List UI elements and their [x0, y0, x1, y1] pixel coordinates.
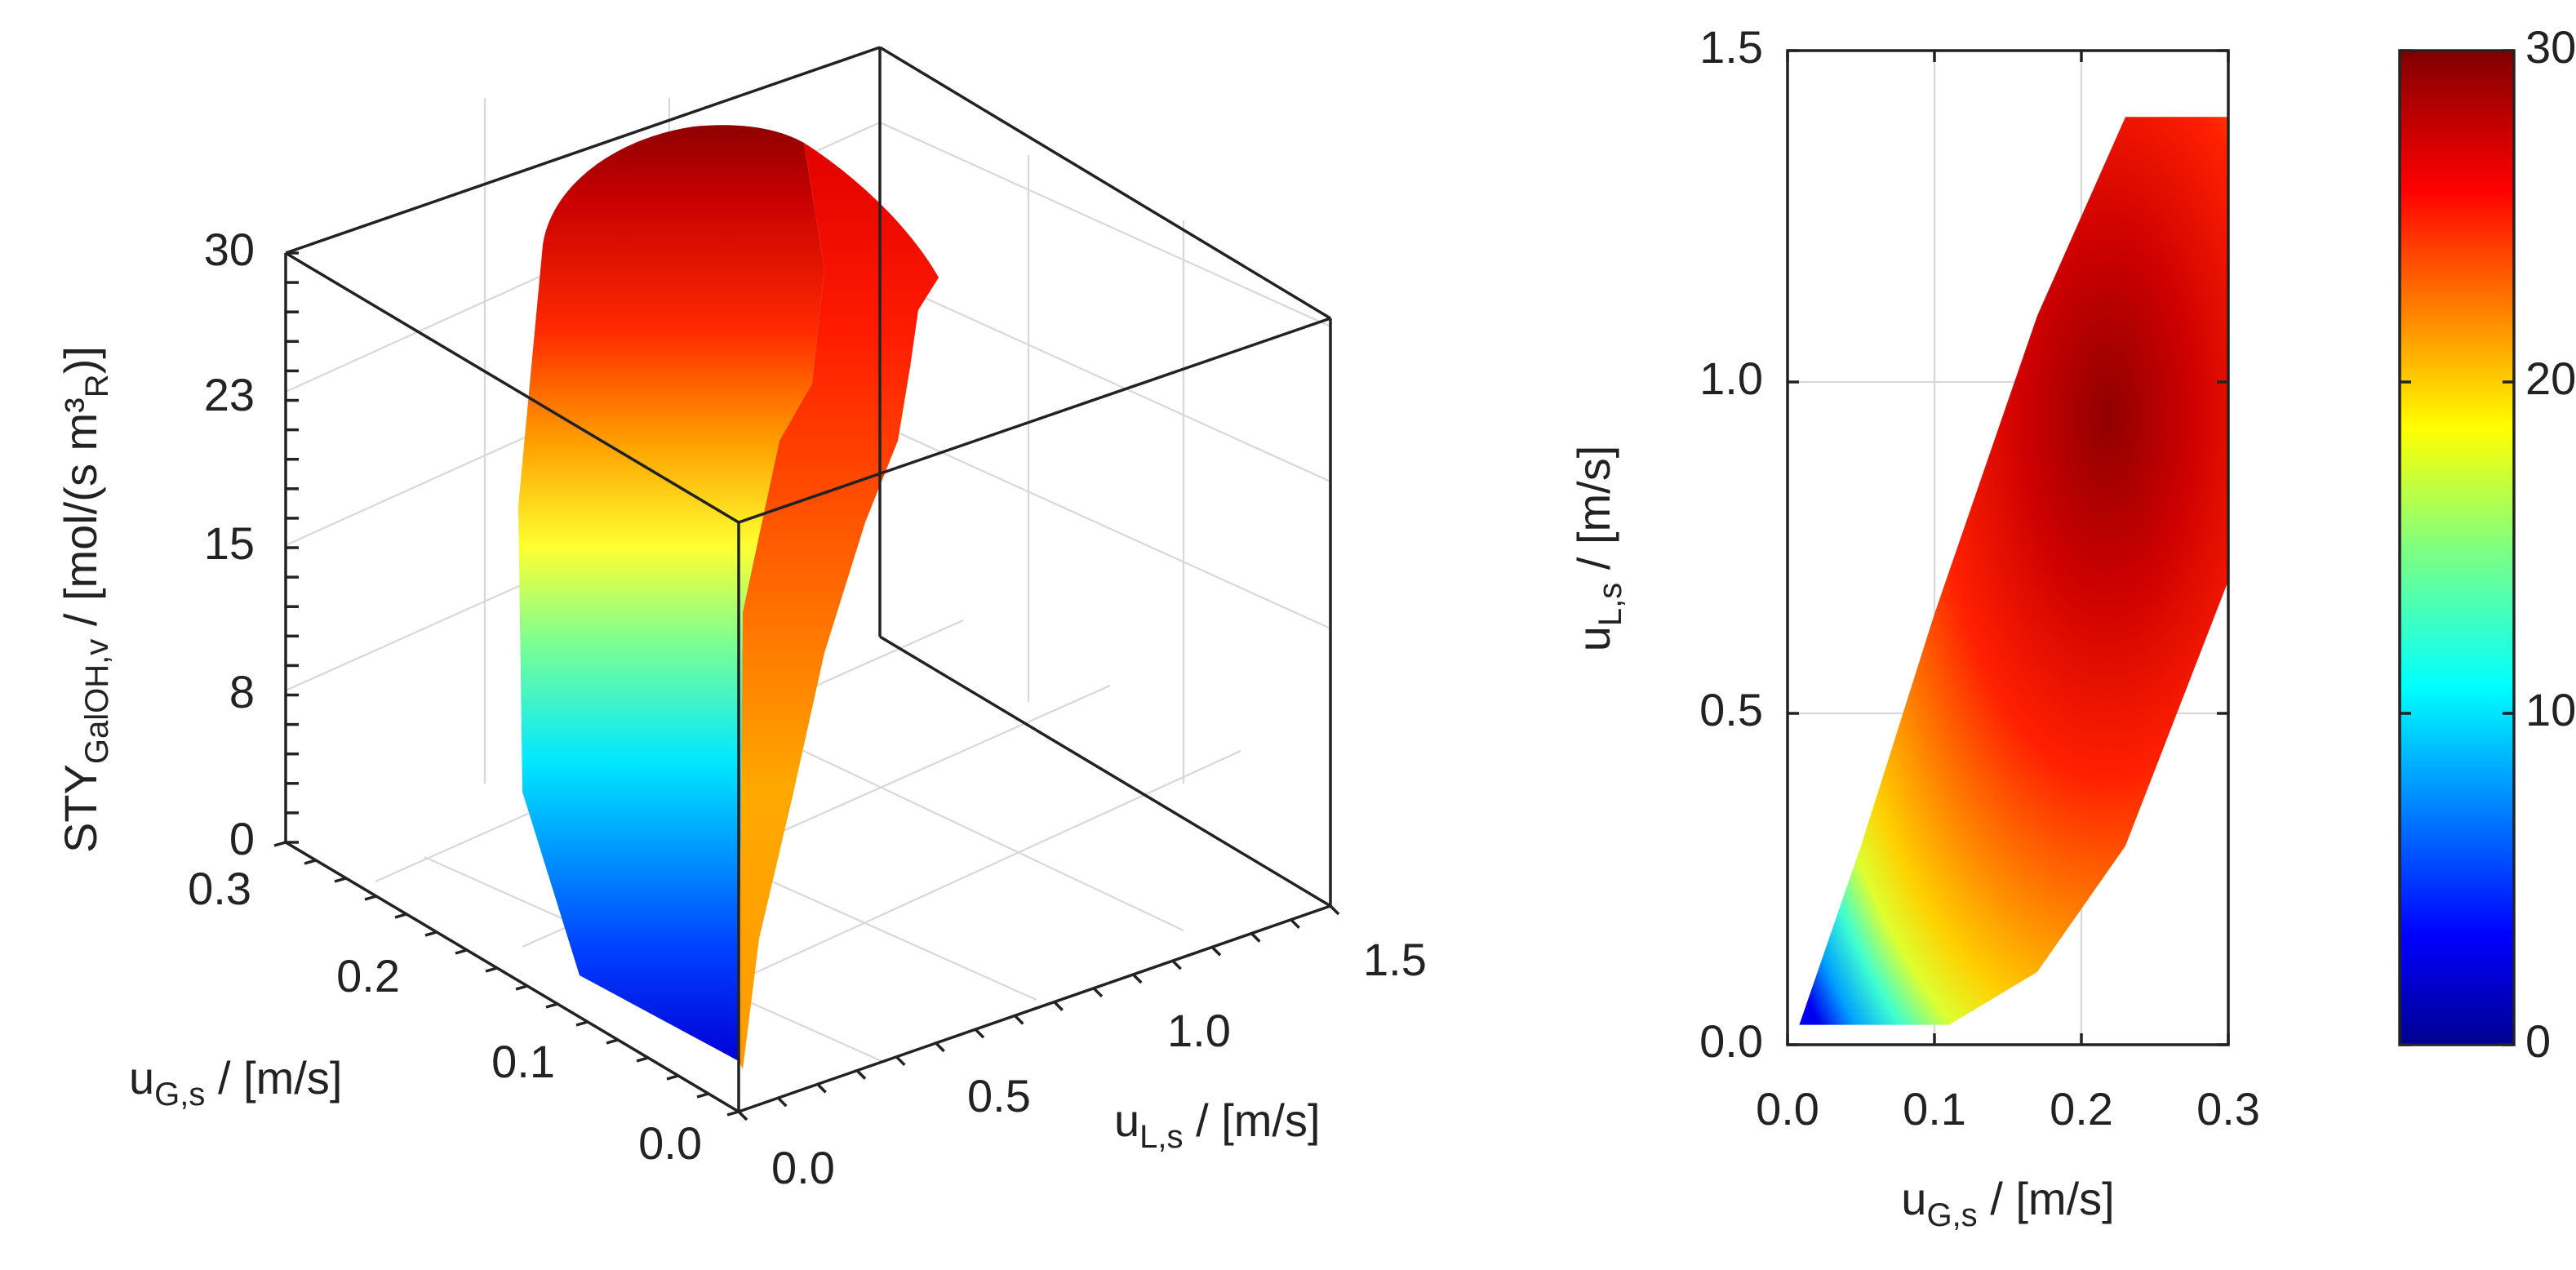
- z-tick-labels: 0 8 15 23 30: [204, 224, 255, 864]
- y-tick-label: 1.5: [1699, 21, 1763, 73]
- y-minor-tick: [1053, 1001, 1064, 1011]
- y-minor-tick: [777, 1096, 788, 1108]
- y-minor-tick: [895, 1055, 906, 1067]
- z-axis-label: STYGalOH,v / [mol/(s m³R)]: [55, 346, 115, 853]
- colorbar-frame: [2398, 49, 2516, 1046]
- y-minor-tick: [974, 1028, 985, 1039]
- x-minor-tick: [636, 1056, 649, 1063]
- y-minor-tick: [1171, 959, 1182, 970]
- x-minor-tick: [606, 1038, 619, 1045]
- colorbar-tick-label: 30: [2525, 21, 2576, 73]
- z-tick-label: 15: [204, 517, 255, 569]
- x-minor-tick: [273, 841, 286, 847]
- y-tick-label: 1.0: [1167, 1005, 1231, 1056]
- colorbar-fill: [2400, 51, 2514, 1045]
- x-minor-tick: [726, 1110, 739, 1117]
- heatmap-plot: 0.0 0.5 1.0 1.5 0.0 0.1 0.2 0.3 uG,s / […: [1568, 21, 2260, 1233]
- x-axis-label-3d: uG,s / [m/s]: [129, 1052, 342, 1112]
- x-minor-tick: [334, 877, 347, 883]
- y-minor-tick: [1014, 1015, 1024, 1025]
- heatmap-y-axis-label: uL,s / [m/s]: [1568, 446, 1628, 652]
- x-tick-label: 0.2: [2050, 1083, 2113, 1135]
- x-tick-label: 0.2: [336, 950, 400, 1001]
- y-minor-tick: [1092, 987, 1104, 998]
- y-tick-label: 1.5: [1363, 934, 1427, 985]
- y-tick-label: 0.0: [771, 1142, 835, 1193]
- heatmap-ticks: [1786, 49, 2230, 1046]
- heatmap-y-tick-labels: 0.0 0.5 1.0 1.5: [1699, 21, 1763, 1067]
- colorbar-tick-label: 20: [2525, 353, 2576, 404]
- z-tick-label: 8: [229, 666, 255, 717]
- heatmap-region: [1799, 117, 2228, 1025]
- x-tick-label: 0.0: [1756, 1083, 1819, 1135]
- x-minor-tick: [515, 984, 528, 991]
- y-minor-tick: [1329, 904, 1340, 916]
- x-tick-labels-3d: 0.0 0.1 0.2 0.3: [188, 863, 702, 1169]
- tick-marks-3d: [273, 251, 1340, 1121]
- x-minor-tick: [575, 1020, 588, 1027]
- y-minor-tick: [935, 1041, 945, 1053]
- y-axis-label-3d: uL,s / [m/s]: [1114, 1095, 1321, 1155]
- x-minor-tick: [696, 1092, 709, 1099]
- x-tick-label: 0.1: [491, 1036, 555, 1087]
- x-minor-tick: [304, 859, 317, 865]
- heatmap-frame: [1786, 49, 2230, 1046]
- colorbar-tick-label: 10: [2525, 684, 2576, 735]
- y-minor-tick: [1290, 918, 1300, 930]
- y-minor-tick: [1210, 946, 1222, 957]
- y-minor-tick: [816, 1083, 827, 1094]
- surface-left-face: [518, 125, 824, 1062]
- y-tick-labels-3d: 0.0 0.5 1.0 1.5: [771, 934, 1427, 1193]
- x-minor-tick: [455, 948, 468, 955]
- z-tick-label: 30: [204, 224, 255, 275]
- y-minor-tick: [1132, 973, 1143, 984]
- colorbar: 0 10 20 30: [2398, 21, 2576, 1067]
- x-minor-tick: [394, 913, 407, 919]
- y-minor-tick: [855, 1069, 867, 1080]
- y-tick-label: 1.0: [1699, 353, 1763, 404]
- x-tick-label: 0.3: [188, 863, 251, 914]
- x-minor-tick: [364, 895, 377, 901]
- x-tick-label: 0.0: [638, 1117, 702, 1169]
- heatmap-x-tick-labels: 0.0 0.1 0.2 0.3: [1756, 1083, 2260, 1135]
- y-tick-label: 0.0: [1699, 1015, 1763, 1067]
- x-minor-tick: [485, 966, 498, 973]
- x-tick-label: 0.1: [1903, 1083, 1966, 1135]
- y-minor-tick: [1250, 932, 1261, 943]
- colorbar-ticks: [2400, 49, 2514, 1046]
- x-minor-tick: [545, 1002, 558, 1009]
- y-minor-tick: [737, 1110, 748, 1121]
- x-tick-label: 0.3: [2196, 1083, 2260, 1135]
- surface-right-face: [739, 143, 939, 1069]
- y-tick-label: 0.5: [1699, 684, 1763, 735]
- heatmap-x-axis-label: uG,s / [m/s]: [1901, 1173, 2114, 1233]
- box-frame: [284, 46, 1332, 1113]
- colorbar-tick-label: 0: [2525, 1015, 2551, 1067]
- y-tick-label: 0.5: [967, 1070, 1031, 1121]
- x-minor-tick: [424, 930, 437, 937]
- z-tick-label: 23: [204, 369, 255, 420]
- x-minor-tick: [666, 1074, 679, 1081]
- z-tick-label: 0: [229, 813, 255, 864]
- surface-plot: 0 8 15 23 30 0.0 0.1 0.2 0.3 0.0 0.5 1.0…: [55, 46, 1427, 1193]
